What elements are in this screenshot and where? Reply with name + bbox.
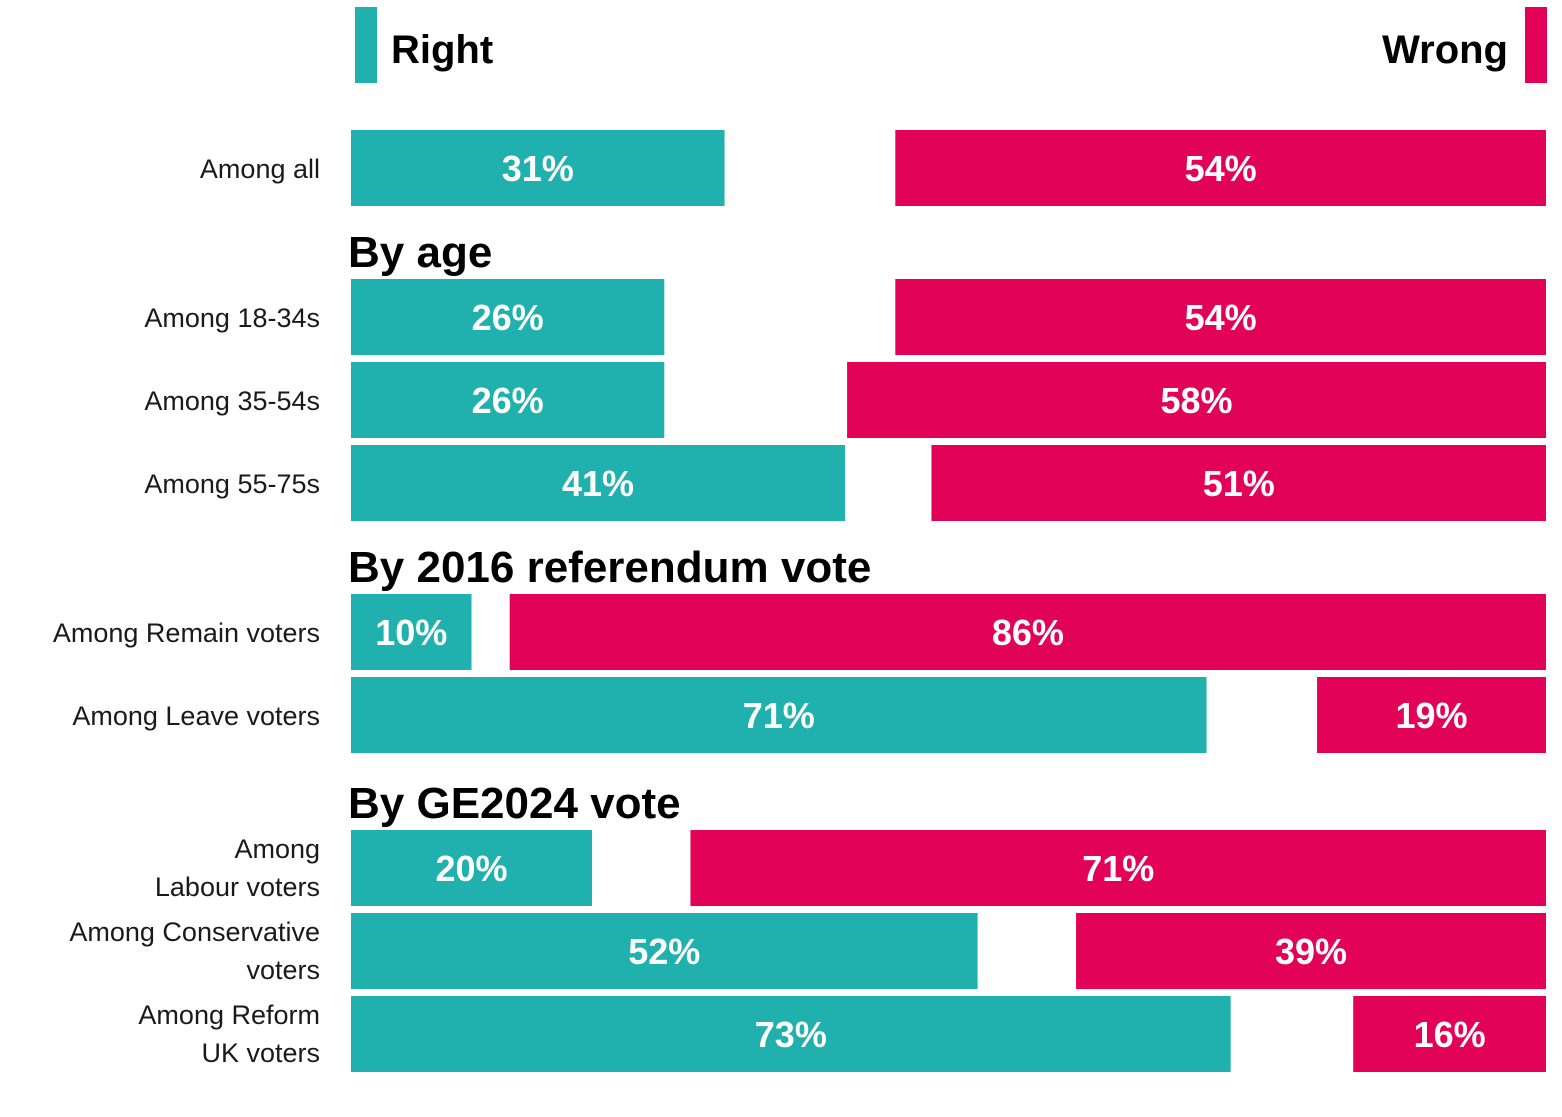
bar-wrong: [847, 362, 1546, 438]
row-label: Among: [234, 834, 320, 864]
bar-label-right: 73%: [755, 1014, 827, 1055]
row-label: voters: [246, 955, 320, 985]
bar-label-wrong: 86%: [992, 612, 1064, 653]
bar-right: [351, 362, 665, 438]
plot-area: Among all 31% 54% By age Among 18-34s 26% 54% A…: [53, 130, 1547, 1072]
legend: Right Wrong: [355, 7, 1547, 83]
bar-label-right: 26%: [472, 297, 544, 338]
bar-wrong: [1317, 677, 1546, 753]
bar-label-right: 20%: [435, 848, 507, 889]
bar-wrong: [690, 830, 1546, 906]
bar-wrong: [895, 130, 1546, 206]
bar-label-wrong: 54%: [1185, 297, 1257, 338]
bar-wrong: [509, 594, 1547, 670]
section-title: By GE2024 vote: [348, 779, 681, 828]
row-label: Among all: [200, 154, 320, 184]
section-title: By 2016 referendum vote: [348, 543, 871, 592]
legend-swatch-wrong: [1525, 7, 1547, 83]
row-label: Among Remain voters: [53, 618, 320, 648]
row-label: UK voters: [201, 1038, 320, 1068]
bar-right: [351, 445, 846, 521]
bar-right: [351, 130, 725, 206]
bar-label-right: 52%: [628, 931, 700, 972]
bar-right: [351, 830, 592, 906]
bar-label-wrong: 54%: [1185, 148, 1257, 189]
bar-label-wrong: 71%: [1082, 848, 1154, 889]
row-label: Among 18-34s: [144, 303, 320, 333]
bar-right: [351, 279, 665, 355]
legend-label-right: Right: [391, 28, 493, 72]
bar-label-wrong: 51%: [1203, 463, 1275, 504]
bar-label-wrong: 58%: [1161, 380, 1233, 421]
section-title: By age: [348, 228, 492, 277]
row-label: Among Reform: [138, 1000, 320, 1030]
legend-swatch-right: [355, 7, 377, 83]
bar-wrong: [1076, 913, 1546, 989]
bar-wrong: [931, 445, 1546, 521]
bar-label-right: 71%: [743, 695, 815, 736]
row-label: Among Conservative: [69, 917, 320, 947]
bar-label-right: 26%: [472, 380, 544, 421]
bar-right: [351, 996, 1231, 1072]
bar-right: [351, 677, 1207, 753]
bar-right: [351, 594, 472, 670]
bar-label-right: 10%: [375, 612, 447, 653]
bar-label-wrong: 19%: [1395, 695, 1467, 736]
row-label: Labour voters: [155, 872, 320, 902]
bar-label-right: 31%: [502, 148, 574, 189]
row-label: Among 35-54s: [144, 386, 320, 416]
bar-label-wrong: 39%: [1275, 931, 1347, 972]
row-label: Among Leave voters: [72, 701, 320, 731]
bar-wrong: [1353, 996, 1546, 1072]
row-label: Among 55-75s: [144, 469, 320, 499]
legend-label-wrong: Wrong: [1382, 28, 1508, 72]
bar-right: [351, 913, 978, 989]
bar-label-wrong: 16%: [1414, 1014, 1486, 1055]
bar-wrong: [895, 279, 1546, 355]
bar-label-right: 41%: [562, 463, 634, 504]
